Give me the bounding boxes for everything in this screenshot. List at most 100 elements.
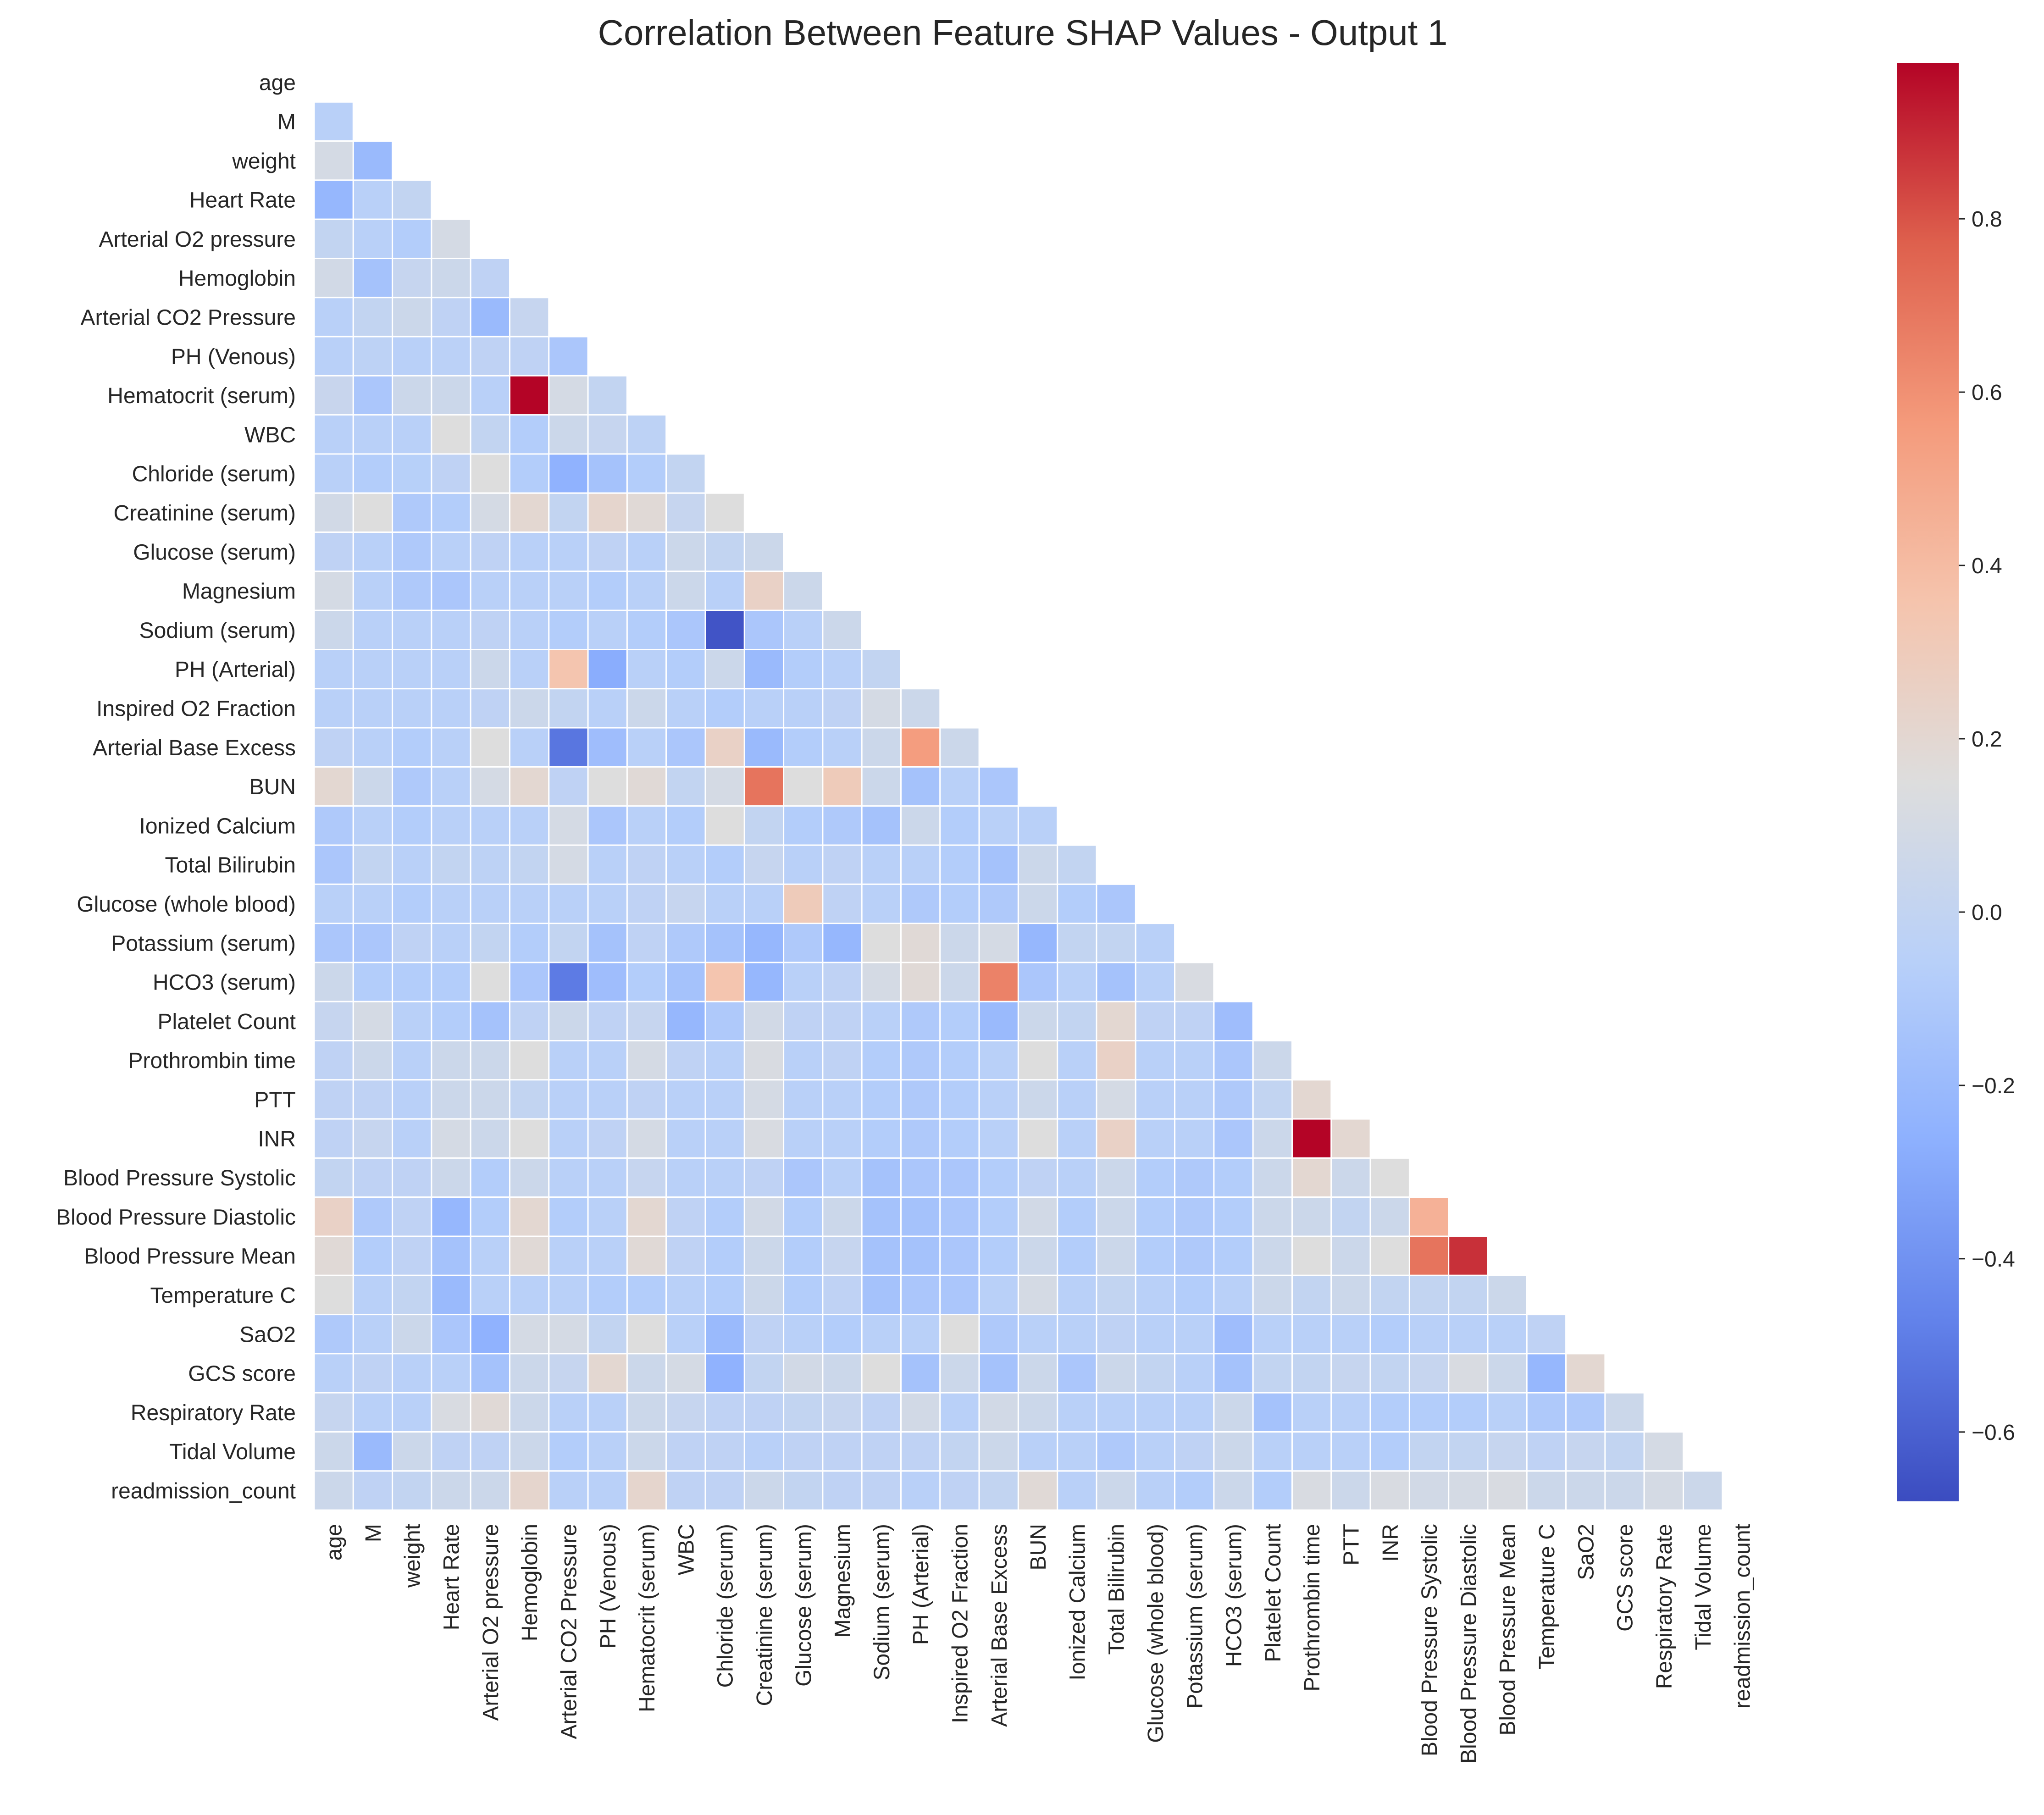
heatmap-cell: Chloride (serum) / M: -0.08 [352,453,393,494]
heatmap-cell: SaO2 / PTT: -0.05 [1330,1314,1371,1355]
heatmap-cell: Blood Pressure Systolic / Sodium (serum)… [861,1157,902,1198]
y-tick-label: Temperature C [150,1284,296,1308]
heatmap-cell: Total Bilirubin / PH (Arterial): -0.05 [900,844,941,885]
heatmap-cell: Arterial O2 pressure / M: -0.05 [352,218,393,260]
heatmap-cell: Respiratory Rate / Inspired O2 Fraction:… [939,1392,980,1433]
colorbar-tick-label: 0.6 [1972,381,2002,405]
heatmap-cell: Blood Pressure Mean / PTT: 0.05 [1330,1235,1371,1276]
heatmap-cell: Temperature C / Ionized Calcium: -0.05 [1057,1274,1097,1316]
heatmap-cell: PTT / Chloride (serum): -0.05 [704,1079,745,1120]
heatmap-cell: Total Bilirubin / Inspired O2 Fraction: … [939,844,980,885]
heatmap-cell: GCS score / Creatinine (serum): 0 [743,1353,785,1394]
heatmap-cell: Hematocrit (serum) / Hemoglobin: 0.98 [509,375,550,416]
y-tick-label: PTT [254,1088,296,1112]
x-tick-label: Hemoglobin [518,1524,542,1641]
heatmap-cell: readmission_count / GCS score: 0.05 [1604,1470,1645,1511]
heatmap-cell: PTT / PH (Venous): -0.05 [587,1079,628,1120]
heatmap-cell: PH (Arterial) / PH (Venous): -0.28 [587,649,628,690]
heatmap-cell: readmission_count / Inspired O2 Fraction… [939,1470,980,1511]
heatmap-cell: Magnesium / Arterial O2 pressure: -0.05 [470,570,510,611]
heatmap-cell: Blood Pressure Systolic / INR: 0.15 [1369,1157,1410,1198]
heatmap-cell: Platelet Count / Chloride (serum): -0.1 [704,1001,745,1041]
heatmap-cell: Blood Pressure Diastolic / Total Bilirub… [1096,1196,1136,1237]
heatmap-cell: Prothrombin time / Arterial O2 pressure:… [470,1040,510,1081]
heatmap-cell: Platelet Count / Arterial O2 pressure: -… [470,1001,510,1041]
heatmap-cell: Arterial O2 pressure / weight: -0.08 [392,218,432,260]
heatmap-cell: PTT / Hemoglobin: 0 [509,1079,550,1120]
heatmap-cell: Magnesium / Creatinine (serum): 0.25 [743,570,785,611]
y-tick-label: Arterial CO2 Pressure [81,305,296,330]
heatmap-cell: PH (Arterial) / M: -0.05 [352,649,393,690]
heatmap-cell: Ionized Calcium / Glucose (serum): -0.08 [783,805,824,846]
heatmap-cell: PTT / Hematocrit (serum): -0.02 [626,1079,667,1120]
heatmap-cell: Tidal Volume / Arterial O2 pressure: -0.… [470,1431,510,1472]
heatmap-cell: Prothrombin time / Magnesium: -0.02 [822,1040,863,1081]
heatmap-cell: Temperature C / Sodium (serum): -0.15 [861,1274,902,1316]
heatmap-cell: INR / PH (Arterial): -0.1 [900,1118,941,1159]
heatmap-cell: Sodium (serum) / weight: -0.05 [392,609,432,650]
heatmap-cell: readmission_count / WBC: -0.02 [665,1470,706,1511]
heatmap-cell: Glucose (whole blood) / Sodium (serum): … [861,883,902,924]
heatmap-cell: Arterial CO2 Pressure / Heart Rate: -0.0… [431,297,471,338]
heatmap-cell: Glucose (serum) / Creatinine (serum): 0.… [743,531,785,572]
heatmap-cell: PH (Arterial) / Sodium (serum): 0 [861,649,902,690]
heatmap-cell: GCS score / Blood Pressure Systolic: 0.0… [1408,1353,1450,1394]
heatmap-cell: WBC / age: -0.05 [313,414,354,455]
heatmap-cell: BUN / M: 0.05 [352,766,393,807]
heatmap-cell: Temperature C / Glucose (serum): -0.08 [783,1274,824,1316]
heatmap-cell: PH (Arterial) / Glucose (serum): -0.08 [783,649,824,690]
heatmap-cell: Potassium (serum) / Total Bilirubin: 0 [1096,923,1136,963]
heatmap-cell: Prothrombin time / Hemoglobin: 0.15 [509,1040,550,1081]
heatmap-cell: Respiratory Rate / Magnesium: 0.02 [822,1392,863,1433]
heatmap-cell: Tidal Volume / Hematocrit (serum): 0.05 [626,1431,667,1472]
heatmap-cell: HCO3 (serum) / Hematocrit (serum): -0.08 [626,962,667,1002]
heatmap-cell: Blood Pressure Systolic / Hemoglobin: 0.… [509,1157,550,1198]
heatmap-cell: Blood Pressure Systolic / Heart Rate: 0.… [431,1157,471,1198]
x-tick-label: Platelet Count [1261,1524,1285,1662]
heatmap-cell: Glucose (serum) / Chloride (serum): 0 [704,531,745,572]
y-tick-label: Hemoglobin [178,266,296,291]
heatmap-cell: HCO3 (serum) / Creatinine (serum): -0.22 [743,962,785,1002]
heatmap-cell: Blood Pressure Systolic / Glucose (whole… [1135,1157,1176,1198]
heatmap-cell: PH (Arterial) / Hemoglobin: -0.05 [509,649,550,690]
heatmap-cell: Glucose (serum) / PH (Venous): -0.02 [587,531,628,572]
heatmap-cell: Platelet Count / Glucose (whole blood): … [1135,1001,1176,1041]
heatmap-cell: PH (Venous) / M: -0.03 [352,336,393,376]
heatmap-cell: Blood Pressure Systolic / Inspired O2 Fr… [939,1157,980,1198]
heatmap-cell: Respiratory Rate / GCS score: 0.05 [1604,1392,1645,1433]
heatmap-cell: Creatinine (serum) / weight: -0.1 [392,492,432,533]
heatmap-cell: Glucose (whole blood) / weight: -0.08 [392,883,432,924]
heatmap-cell: Arterial Base Excess / Arterial O2 press… [470,727,510,768]
heatmap-cell: Respiratory Rate / Hemoglobin: 0.05 [509,1392,550,1433]
heatmap-cell: BUN / Hemoglobin: 0.2 [509,766,550,807]
heatmap-cell: Hematocrit (serum) / Arterial CO2 Pressu… [548,375,589,416]
heatmap-cell: Heart Rate / age: -0.22 [313,179,354,220]
heatmap-cell: readmission_count / Ionized Calcium: -0.… [1057,1470,1097,1511]
heatmap-cell: Magnesium / M: -0.05 [352,570,393,611]
heatmap-cell: Blood Pressure Mean / Creatinine (serum)… [743,1235,785,1276]
heatmap-cell: Blood Pressure Mean / Blood Pressure Dia… [1448,1235,1489,1276]
heatmap-cell: PH (Arterial) / WBC: -0.08 [665,649,706,690]
heatmap-cell: INR / Glucose (serum): -0.05 [783,1118,824,1159]
x-tick-label: Magnesium [831,1524,855,1638]
heatmap-cell: Magnesium / Arterial CO2 Pressure: -0.05 [548,570,589,611]
heatmap-cell: Chloride (serum) / weight: -0.06 [392,453,432,494]
heatmap-cell: Creatinine (serum) / M: 0.15 [352,492,393,533]
heatmap-cell: Arterial CO2 Pressure / Hemoglobin: 0.02 [509,297,550,338]
heatmap-cell: PTT / HCO3 (serum): -0.1 [1213,1079,1254,1120]
heatmap-cell: Ionized Calcium / Hematocrit (serum): -0… [626,805,667,846]
heatmap-cell: GCS score / Glucose (whole blood): 0 [1135,1353,1176,1394]
heatmap-cell: Blood Pressure Diastolic / Creatinine (s… [743,1196,785,1237]
heatmap-cell: readmission_count / Chloride (serum): -0… [704,1470,745,1511]
heatmap-cell: HCO3 (serum) / Total Bilirubin: -0.15 [1096,962,1136,1002]
heatmap-cell: Temperature C / Inspired O2 Fraction: -0… [939,1274,980,1316]
heatmap-cell: Platelet Count / Creatinine (serum): 0.0… [743,1001,785,1041]
y-tick-label: weight [232,149,296,173]
heatmap-cell: Blood Pressure Systolic / HCO3 (serum): … [1213,1157,1254,1198]
heatmap-cell: Hematocrit (serum) / age: 0.03 [313,375,354,416]
heatmap-cell: Blood Pressure Diastolic / M: -0.1 [352,1196,393,1237]
heatmap-cell: HCO3 (serum) / BUN: -0.12 [1017,962,1058,1002]
heatmap-cell: Magnesium / age: 0.1 [313,570,354,611]
x-tick-label: M [361,1524,386,1542]
heatmap-cell: PH (Venous) / Hemoglobin: -0.02 [509,336,550,376]
